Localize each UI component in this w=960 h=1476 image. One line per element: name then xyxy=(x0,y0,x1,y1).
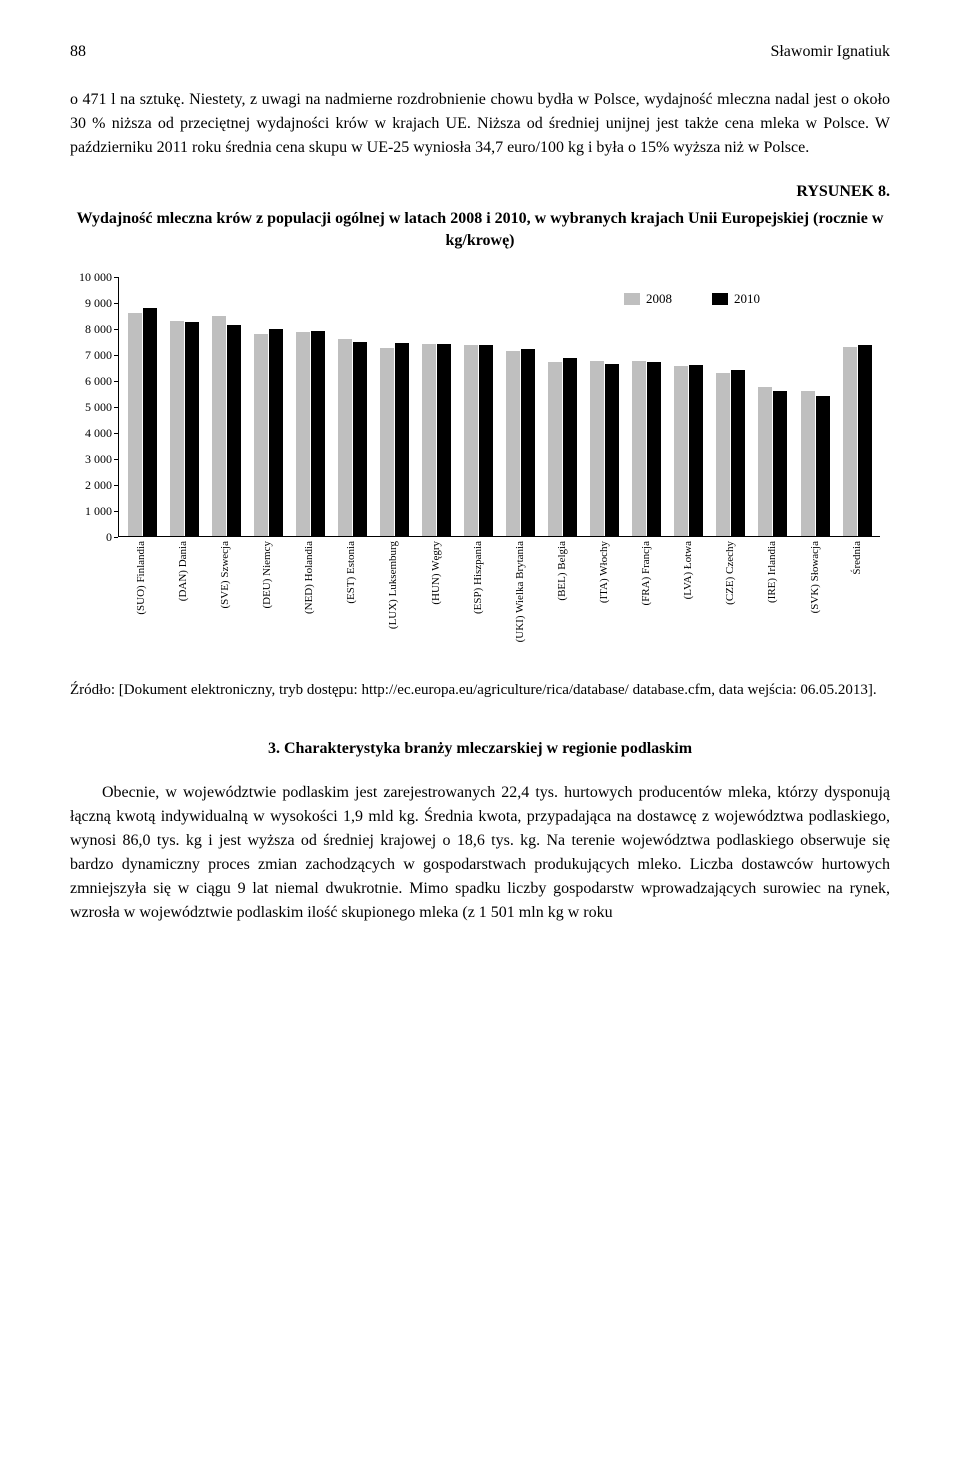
bar-2010 xyxy=(521,349,535,535)
bar-2010 xyxy=(479,345,493,535)
bar-group xyxy=(289,277,331,536)
bar-group xyxy=(415,277,457,536)
bars-container xyxy=(119,277,880,536)
y-tick-label: 0 xyxy=(106,528,112,546)
section-heading: 3. Charakterystyka branży mleczarskiej w… xyxy=(70,737,890,761)
x-axis-label: Średnia xyxy=(836,537,878,657)
bar-2010 xyxy=(311,331,325,536)
bar-2008 xyxy=(843,347,857,536)
bar-2008 xyxy=(422,344,436,536)
bar-2010 xyxy=(689,365,703,536)
x-axis-label: (EST) Estonia xyxy=(331,537,373,657)
x-axis-label: (DEU) Niemcy xyxy=(246,537,288,657)
bar-group xyxy=(626,277,668,536)
bar-2008 xyxy=(632,361,646,536)
section-body: Obecnie, w województwie podlaskim jest z… xyxy=(70,781,890,925)
bar-2010 xyxy=(269,329,283,536)
chart-area: 2008 2010 xyxy=(118,277,880,537)
bar-2010 xyxy=(647,362,661,536)
x-axis-label: (SUO) Finlandia xyxy=(120,537,162,657)
x-axis-label: (SVE) Szwecja xyxy=(204,537,246,657)
bar-group xyxy=(542,277,584,536)
y-tick-label: 2 000 xyxy=(85,476,112,494)
bar-2008 xyxy=(801,391,815,536)
bar-2010 xyxy=(353,342,367,536)
x-axis-label: (FRA) Francja xyxy=(625,537,667,657)
bar-2008 xyxy=(758,387,772,536)
x-axis-labels: (SUO) Finlandia(DAN) Dania(SVE) Szwecja(… xyxy=(118,537,880,657)
bar-2008 xyxy=(464,345,478,535)
bar-2010 xyxy=(143,308,157,536)
bar-group xyxy=(668,277,710,536)
bar-2008 xyxy=(506,351,520,536)
bar-group xyxy=(205,277,247,536)
bar-2008 xyxy=(716,373,730,536)
bar-group xyxy=(584,277,626,536)
y-tick-mark xyxy=(114,537,118,538)
y-tick-label: 1 000 xyxy=(85,502,112,520)
y-tick-label: 8 000 xyxy=(85,320,112,338)
x-axis-label: (SVK) Słowacja xyxy=(794,537,836,657)
x-axis-label: (CZE) Czechy xyxy=(710,537,752,657)
figure-title: Wydajność mleczna krów z populacji ogóln… xyxy=(70,208,890,253)
bar-2010 xyxy=(858,345,872,535)
bar-group xyxy=(163,277,205,536)
page-number: 88 xyxy=(70,40,86,64)
bar-2008 xyxy=(338,339,352,536)
bar-group xyxy=(247,277,289,536)
x-axis-label: (DAN) Dania xyxy=(162,537,204,657)
x-axis-label: (LVA) Łotwa xyxy=(667,537,709,657)
bar-2010 xyxy=(437,344,451,536)
x-axis-label: (ITA) Włochy xyxy=(583,537,625,657)
bar-2008 xyxy=(212,316,226,536)
x-axis-label: (BEL) Belgia xyxy=(541,537,583,657)
y-axis: 01 0002 0003 0004 0005 0006 0007 0008 00… xyxy=(70,277,118,537)
bar-2008 xyxy=(296,332,310,535)
bar-group xyxy=(836,277,878,536)
y-tick-label: 6 000 xyxy=(85,372,112,390)
bar-2008 xyxy=(674,366,688,536)
bar-2010 xyxy=(773,391,787,536)
bar-2010 xyxy=(816,396,830,536)
x-axis-label: (HUN) Węgry xyxy=(415,537,457,657)
bar-2010 xyxy=(563,358,577,535)
y-tick-label: 3 000 xyxy=(85,450,112,468)
x-axis-label: (NED) Holandia xyxy=(288,537,330,657)
bar-group xyxy=(752,277,794,536)
x-axis-label: (ESP) Hiszpania xyxy=(457,537,499,657)
bar-group xyxy=(500,277,542,536)
bar-chart: 0 1 000 2 000 3 000 4 000 5 000 6 000 7 000 8 00… xyxy=(70,277,890,657)
source-citation: Źródło: [Dokument elektroniczny, tryb do… xyxy=(70,679,890,702)
bar-2010 xyxy=(227,325,241,536)
x-axis-label: (LUX) Luksemburg xyxy=(373,537,415,657)
bar-2008 xyxy=(170,321,184,536)
x-axis-label: (IRE) Irlandia xyxy=(752,537,794,657)
y-tick-label: 10 000 xyxy=(79,268,112,286)
bar-group xyxy=(331,277,373,536)
bar-2010 xyxy=(731,370,745,536)
bar-group xyxy=(794,277,836,536)
y-tick-label: 7 000 xyxy=(85,346,112,364)
paragraph-1: o 471 l na sztukę. Niestety, z uwagi na … xyxy=(70,88,890,160)
bar-group xyxy=(458,277,500,536)
bar-2008 xyxy=(380,348,394,536)
bar-2010 xyxy=(395,343,409,536)
bar-group xyxy=(710,277,752,536)
bar-2008 xyxy=(128,313,142,536)
page-header: 88 Sławomir Ignatiuk xyxy=(70,40,890,64)
bar-group xyxy=(373,277,415,536)
bar-2010 xyxy=(185,322,199,536)
figure-label: RYSUNEK 8. xyxy=(70,180,890,204)
y-tick-label: 9 000 xyxy=(85,294,112,312)
bar-2008 xyxy=(590,361,604,536)
x-axis-label: (UKI) Wielka Brytania xyxy=(499,537,541,657)
y-tick-label: 4 000 xyxy=(85,424,112,442)
bar-2008 xyxy=(548,362,562,536)
bar-group xyxy=(121,277,163,536)
y-tick-label: 5 000 xyxy=(85,398,112,416)
bar-2008 xyxy=(254,334,268,536)
bar-2010 xyxy=(605,364,619,536)
author-name: Sławomir Ignatiuk xyxy=(770,40,890,64)
